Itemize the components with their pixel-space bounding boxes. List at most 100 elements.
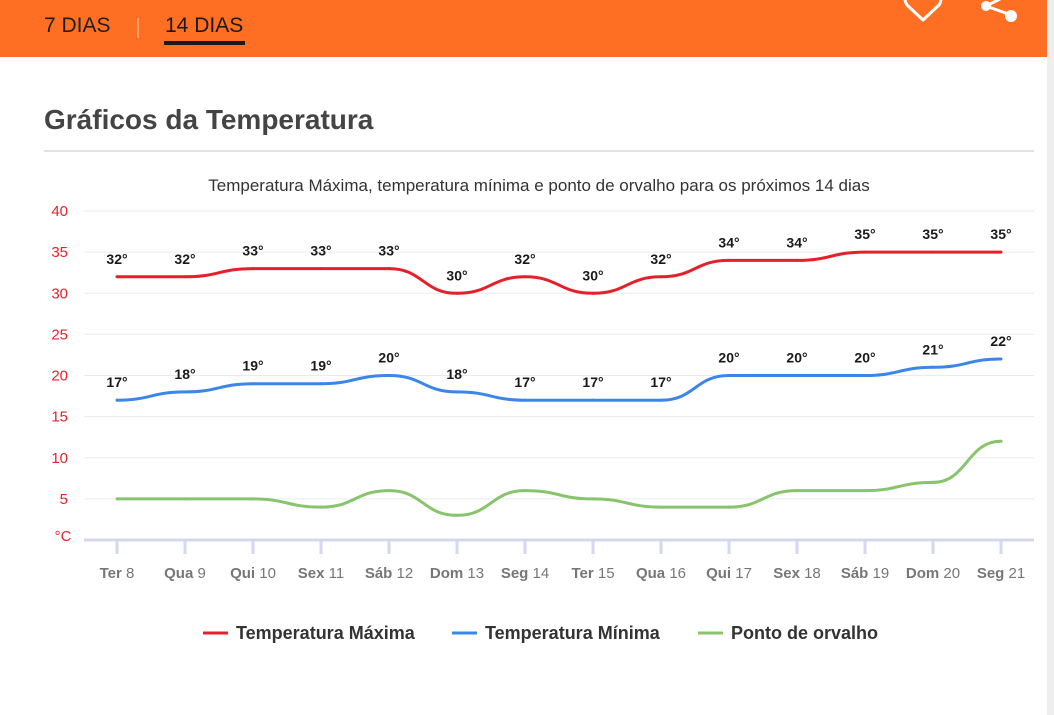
data-label: 20°: [786, 350, 807, 366]
data-label: 33°: [242, 243, 263, 259]
data-label: 35°: [922, 226, 943, 242]
data-point: [319, 382, 323, 386]
legend-label: Temperatura Máxima: [236, 623, 416, 643]
x-tick-date: 20: [939, 565, 960, 582]
data-label: 21°: [922, 341, 943, 357]
data-point: [931, 250, 935, 254]
data-point: [115, 398, 119, 402]
data-label: 35°: [854, 226, 875, 242]
data-point: [455, 513, 459, 517]
data-point: [659, 505, 663, 509]
data-point: [863, 374, 867, 377]
data-label: 32°: [106, 251, 127, 267]
x-tick-day: Sex: [298, 565, 325, 582]
data-label: 35°: [990, 226, 1011, 242]
data-point: [455, 390, 459, 394]
data-point: [591, 398, 595, 402]
data-label: 34°: [718, 234, 739, 250]
data-label: 19°: [310, 358, 331, 374]
y-tick-label: 40: [51, 203, 68, 220]
x-tick-label: Sex 11: [298, 565, 344, 582]
y-tick-label: 35: [51, 244, 68, 261]
active-tab-indicator: [164, 41, 245, 45]
y-tick-label: 10: [51, 450, 68, 467]
heart-outline-icon[interactable]: [902, 0, 946, 26]
x-tick-day: Dom: [906, 565, 939, 582]
data-label: 34°: [786, 234, 807, 250]
x-tick-label: Dom 20: [906, 565, 960, 582]
x-tick-date: 17: [731, 565, 752, 582]
x-tick-day: Qui: [706, 565, 731, 582]
data-label: 32°: [650, 251, 671, 267]
x-tick-date: 16: [665, 565, 686, 582]
x-tick-date: 14: [528, 565, 549, 582]
data-point: [999, 250, 1003, 254]
title-divider: [44, 150, 1034, 152]
data-point: [251, 497, 255, 501]
tab-14-dias[interactable]: 14 DIAS: [165, 14, 244, 37]
y-tick-label: 20: [51, 368, 68, 385]
series-line: [116, 357, 1002, 402]
data-point: [591, 497, 595, 501]
data-point: [183, 497, 187, 501]
x-tick-date: 8: [122, 565, 135, 582]
chart-title: Temperatura Máxima, temperatura mínima e…: [208, 176, 869, 195]
legend-label: Ponto de orvalho: [731, 623, 878, 643]
x-tick-label: Ter 15: [571, 565, 614, 582]
x-tick-day: Seg: [977, 565, 1005, 582]
data-point: [727, 258, 731, 262]
x-tick-date: 11: [324, 565, 344, 582]
share-icon[interactable]: [978, 0, 1022, 26]
data-label: 30°: [582, 267, 603, 283]
x-tick-day: Qua: [636, 565, 666, 582]
x-tick-label: Qua 9: [164, 565, 206, 582]
data-point: [455, 291, 459, 295]
data-point: [183, 275, 187, 279]
data-point: [115, 497, 119, 501]
x-tick-day: Ter: [100, 565, 122, 582]
data-label: 32°: [514, 251, 535, 267]
x-tick-label: Qui 17: [706, 565, 752, 582]
data-label: 20°: [378, 350, 399, 366]
x-tick-date: 18: [800, 565, 821, 582]
x-axis: Ter 8 Qua 9 Qui 10 Sex 11 Sáb 12 Dom 13 Seg 14…: [84, 538, 1034, 582]
y-axis-unit: °C: [55, 528, 72, 545]
data-label: 17°: [582, 374, 603, 390]
x-tick-date: 19: [868, 565, 889, 582]
x-tick-date: 21: [1004, 565, 1025, 582]
y-tick-label: 30: [51, 285, 68, 302]
x-tick-date: 12: [392, 565, 413, 582]
x-tick-day: Dom: [430, 565, 463, 582]
data-point: [931, 480, 935, 484]
data-label: 33°: [310, 243, 331, 259]
data-label: 32°: [174, 251, 195, 267]
data-point: [387, 489, 391, 493]
x-tick-day: Seg: [501, 565, 529, 582]
x-tick-day: Sex: [773, 565, 800, 582]
x-tick-day: Sáb: [841, 565, 869, 582]
chart-grid: [84, 210, 1034, 500]
data-label: 19°: [242, 358, 263, 374]
data-label: 18°: [174, 366, 195, 382]
x-tick-day: Qui: [230, 565, 255, 582]
series-line: [116, 439, 1002, 517]
x-tick-label: Dom 13: [430, 565, 484, 582]
data-point: [999, 439, 1003, 443]
tab-7-dias[interactable]: 7 DIAS: [44, 14, 111, 37]
data-point: [999, 357, 1003, 361]
top-bar: 7 DIAS 14 DIAS: [0, 0, 1047, 57]
y-tick-label: 15: [51, 409, 68, 426]
data-label: 22°: [990, 333, 1011, 349]
x-tick-date: 10: [255, 565, 276, 582]
data-point: [183, 390, 187, 394]
x-tick-date: 15: [594, 565, 615, 582]
data-label: 17°: [106, 374, 127, 390]
data-point: [931, 365, 935, 369]
x-tick-label: Qua 16: [636, 565, 686, 582]
data-point: [387, 374, 391, 377]
data-label: 20°: [854, 350, 875, 366]
data-point: [863, 489, 867, 493]
data-point: [251, 382, 255, 386]
data-point: [115, 275, 119, 279]
data-point: [659, 275, 663, 279]
